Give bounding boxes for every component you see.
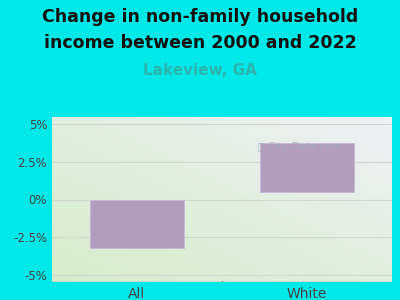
Text: ⓘ City-Data.com: ⓘ City-Data.com	[258, 142, 342, 152]
Text: Lakeview, GA: Lakeview, GA	[143, 63, 257, 78]
Bar	[260, 142, 354, 192]
Bar	[90, 200, 184, 247]
Text: income between 2000 and 2022: income between 2000 and 2022	[44, 34, 356, 52]
Text: Change in non-family household: Change in non-family household	[42, 8, 358, 26]
